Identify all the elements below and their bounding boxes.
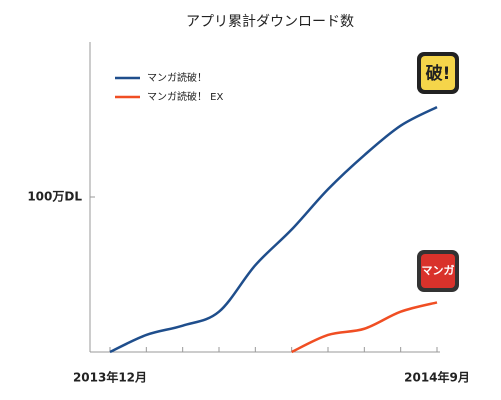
- legend-label: マンガ読破！: [147, 71, 207, 84]
- x-tick-label: 2013年12月: [73, 370, 147, 385]
- series-line: [291, 301, 438, 354]
- icon-label: 破!: [426, 63, 451, 84]
- legend-label: マンガ読破！ EX: [147, 90, 223, 103]
- series-line: [109, 105, 438, 354]
- y-tick-label: 100万DL: [27, 190, 82, 204]
- icon-ha: 破!: [417, 52, 459, 94]
- x-tick-label: 2014年9月: [404, 370, 470, 385]
- chart-title: アプリ累計ダウンロード数: [186, 14, 354, 30]
- icon-manga: マンガ: [417, 250, 459, 292]
- icon-label: マンガ: [422, 263, 455, 277]
